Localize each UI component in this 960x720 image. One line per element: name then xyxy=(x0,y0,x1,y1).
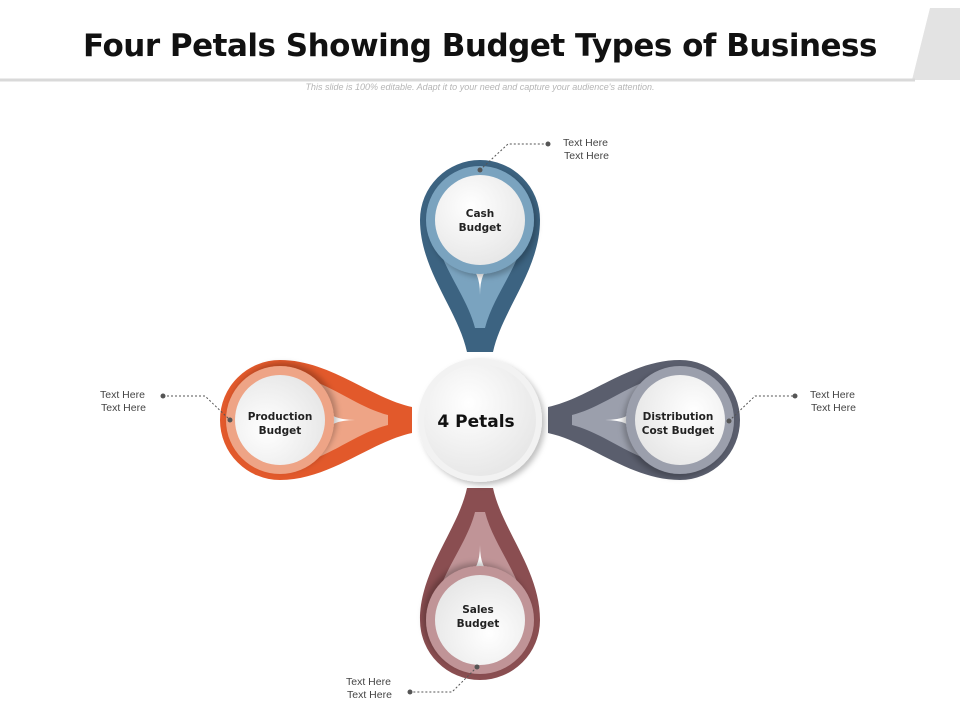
note: Text Here xyxy=(346,676,391,688)
petal-shape xyxy=(420,160,540,352)
corner-decoration xyxy=(912,8,960,80)
note: Text Here xyxy=(811,402,856,414)
petal-shape xyxy=(548,360,740,480)
note: Text Here xyxy=(100,389,145,401)
petal-production-budget: Production Budget Text Here Text Here xyxy=(100,389,312,437)
petal-cash-budget: Cash Budget Text Here Text Here xyxy=(459,137,609,234)
note: Text Here xyxy=(563,137,608,149)
petal-sales-budget: Sales Budget Text Here Text Here xyxy=(346,604,499,701)
note: Text Here xyxy=(564,150,609,162)
note: Text Here xyxy=(347,689,392,701)
connectors xyxy=(163,143,795,693)
center-label: 4 Petals xyxy=(437,412,514,432)
subtitle: This slide is 100% editable. Adapt it to… xyxy=(305,82,655,92)
petal-distribution-cost-budget: Distribution Cost Budget Text Here Text … xyxy=(642,389,856,437)
svg-text:Budget: Budget xyxy=(457,618,500,630)
note: Text Here xyxy=(810,389,855,401)
svg-text:Sales: Sales xyxy=(462,604,494,616)
note: Text Here xyxy=(101,402,146,414)
svg-text:Budget: Budget xyxy=(259,425,302,437)
svg-text:Cash: Cash xyxy=(466,208,495,220)
petal-shape xyxy=(420,488,540,680)
svg-text:Production: Production xyxy=(248,411,313,423)
page-title: Four Petals Showing Budget Types of Busi… xyxy=(83,28,877,64)
petal-shape xyxy=(220,360,412,480)
svg-text:Cost Budget: Cost Budget xyxy=(642,425,715,437)
svg-text:Budget: Budget xyxy=(459,222,502,234)
svg-text:Distribution: Distribution xyxy=(643,411,714,423)
